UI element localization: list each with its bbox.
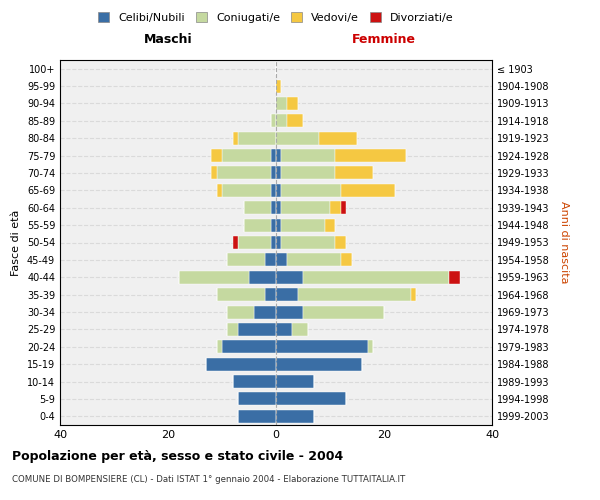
- Bar: [265, 254, 276, 266]
- Bar: [341, 201, 346, 214]
- Bar: [227, 254, 265, 266]
- Bar: [281, 149, 335, 162]
- Text: Maschi: Maschi: [143, 33, 193, 46]
- Bar: [276, 201, 281, 214]
- Bar: [341, 254, 352, 266]
- Bar: [292, 323, 308, 336]
- Bar: [222, 149, 271, 162]
- Bar: [238, 236, 271, 249]
- Bar: [276, 236, 281, 249]
- Bar: [335, 236, 346, 249]
- Bar: [276, 80, 281, 92]
- Bar: [276, 392, 346, 406]
- Bar: [244, 218, 271, 232]
- Bar: [271, 166, 276, 179]
- Bar: [287, 114, 303, 128]
- Bar: [287, 254, 341, 266]
- Bar: [222, 340, 276, 353]
- Text: Popolazione per età, sesso e stato civile - 2004: Popolazione per età, sesso e stato civil…: [12, 450, 343, 463]
- Bar: [238, 323, 276, 336]
- Bar: [368, 340, 373, 353]
- Bar: [281, 201, 330, 214]
- Bar: [271, 201, 276, 214]
- Bar: [271, 236, 276, 249]
- Bar: [227, 323, 238, 336]
- Bar: [281, 236, 335, 249]
- Bar: [276, 288, 298, 301]
- Y-axis label: Fasce di età: Fasce di età: [11, 210, 21, 276]
- Bar: [298, 288, 411, 301]
- Bar: [276, 358, 362, 370]
- Bar: [211, 166, 217, 179]
- Bar: [206, 358, 276, 370]
- Bar: [281, 166, 335, 179]
- Bar: [276, 410, 314, 423]
- Bar: [271, 184, 276, 197]
- Bar: [276, 323, 292, 336]
- Bar: [244, 201, 271, 214]
- Bar: [276, 184, 281, 197]
- Bar: [276, 166, 281, 179]
- Bar: [303, 270, 449, 284]
- Bar: [276, 114, 287, 128]
- Bar: [319, 132, 357, 144]
- Text: Femmine: Femmine: [352, 33, 416, 46]
- Bar: [211, 149, 222, 162]
- Bar: [411, 288, 416, 301]
- Bar: [217, 166, 271, 179]
- Bar: [449, 270, 460, 284]
- Bar: [249, 270, 276, 284]
- Bar: [276, 132, 319, 144]
- Text: COMUNE DI BOMPENSIERE (CL) - Dati ISTAT 1° gennaio 2004 - Elaborazione TUTTAITAL: COMUNE DI BOMPENSIERE (CL) - Dati ISTAT …: [12, 475, 405, 484]
- Bar: [276, 270, 303, 284]
- Bar: [276, 149, 281, 162]
- Bar: [330, 201, 341, 214]
- Bar: [325, 218, 335, 232]
- Y-axis label: Anni di nascita: Anni di nascita: [559, 201, 569, 284]
- Bar: [287, 97, 298, 110]
- Bar: [281, 218, 325, 232]
- Bar: [233, 132, 238, 144]
- Bar: [276, 340, 368, 353]
- Bar: [271, 149, 276, 162]
- Bar: [335, 166, 373, 179]
- Bar: [271, 218, 276, 232]
- Bar: [217, 184, 222, 197]
- Bar: [276, 254, 287, 266]
- Bar: [276, 218, 281, 232]
- Bar: [265, 288, 276, 301]
- Bar: [281, 184, 341, 197]
- Bar: [276, 306, 303, 318]
- Bar: [276, 97, 287, 110]
- Legend: Celibi/Nubili, Coniugati/e, Vedovi/e, Divorziati/e: Celibi/Nubili, Coniugati/e, Vedovi/e, Di…: [94, 8, 458, 28]
- Bar: [233, 236, 238, 249]
- Bar: [254, 306, 276, 318]
- Bar: [238, 410, 276, 423]
- Bar: [238, 392, 276, 406]
- Bar: [217, 340, 222, 353]
- Bar: [341, 184, 395, 197]
- Bar: [222, 184, 271, 197]
- Bar: [233, 375, 276, 388]
- Bar: [217, 288, 265, 301]
- Bar: [238, 132, 276, 144]
- Bar: [227, 306, 254, 318]
- Bar: [303, 306, 384, 318]
- Bar: [179, 270, 249, 284]
- Bar: [335, 149, 406, 162]
- Bar: [276, 375, 314, 388]
- Bar: [271, 114, 276, 128]
